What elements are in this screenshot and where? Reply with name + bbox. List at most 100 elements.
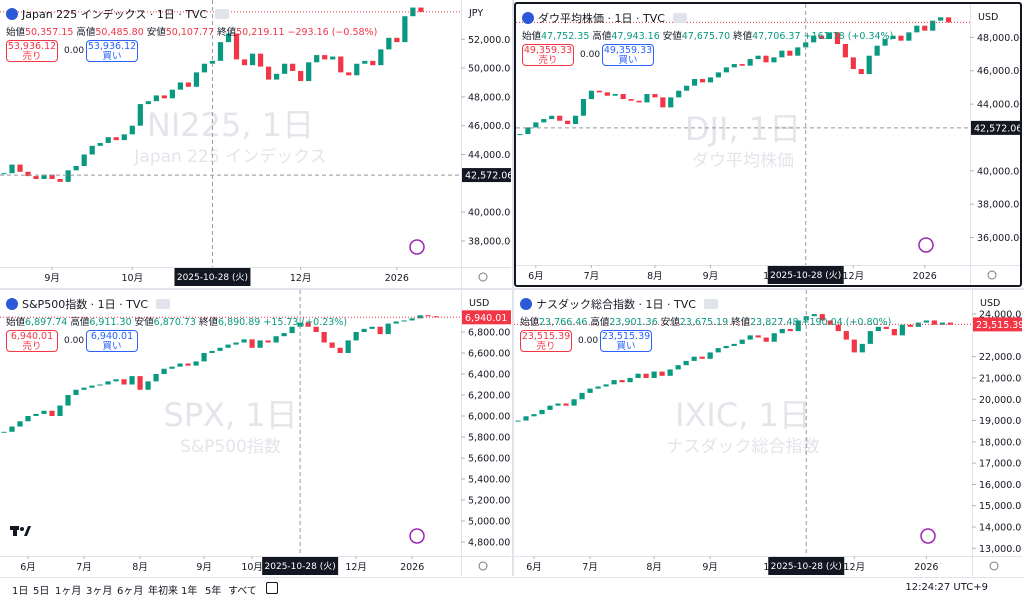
buy-button[interactable]: 23,515.39 買い [600, 330, 652, 352]
candle [65, 395, 71, 406]
y-tick-label: 6,600.00 [468, 349, 510, 360]
ohlc-value: 50,485.80 [95, 27, 144, 38]
candle [410, 7, 416, 17]
candle [787, 50, 793, 56]
currency[interactable]: USD [980, 298, 1001, 309]
ohlc-value: 23,827.48 [750, 317, 799, 328]
sell-button[interactable]: 49,359.33 売り [522, 44, 574, 66]
legend-menu[interactable] [156, 299, 171, 309]
x-tick-label: 2026 [385, 273, 409, 284]
buy-label: 買い [616, 341, 636, 352]
y-tick-label: 17,000.00 [979, 459, 1022, 470]
candle [1, 431, 7, 433]
candle [9, 426, 15, 432]
range-button[interactable]: 5日 [33, 586, 50, 597]
x-tick-label: 9月 [702, 562, 718, 573]
legend-menu[interactable] [215, 9, 230, 19]
candle [883, 326, 889, 329]
y-tick-label: 16,000.00 [979, 480, 1022, 491]
buy-button[interactable]: 49,359.33 買い [602, 44, 654, 66]
candle [588, 90, 594, 100]
ohlc-value: 47,752.35 [541, 31, 590, 42]
candle [939, 322, 945, 325]
candle [273, 73, 280, 80]
candle [169, 366, 175, 369]
y-tick-label: 6,400.00 [468, 370, 510, 381]
range-button[interactable]: すべて [228, 586, 257, 597]
legend-menu[interactable] [672, 13, 687, 23]
spread: 0.00 [578, 336, 599, 346]
candle [571, 399, 577, 406]
candle [525, 127, 531, 135]
range-button[interactable]: 1年 [181, 586, 198, 597]
sell-price: 53,936.12 [7, 41, 57, 52]
candle [579, 392, 585, 400]
candle [145, 381, 151, 390]
sell-button[interactable]: 53,936.12 売り [6, 40, 58, 62]
candle [898, 35, 904, 41]
candle [290, 63, 296, 71]
crosshair-price-box [971, 120, 1020, 135]
candle [619, 380, 625, 383]
y-tick-label: 6,000.00 [468, 412, 510, 423]
ohlc-key: 始値 [520, 317, 540, 328]
watermark-subtitle: ナスダック総合指数 [667, 437, 820, 457]
range-button[interactable]: 年初来 [148, 586, 178, 597]
sell-button[interactable]: 23,515.39 売り [520, 330, 572, 352]
sell-button[interactable]: 6,940.01 売り [6, 330, 58, 352]
symbol-title[interactable]: S&P500指数 · 1日 · TVC [22, 298, 149, 311]
candle [819, 314, 825, 321]
crosshair-date: 2025-10-28 (火) [177, 272, 248, 283]
range-button[interactable]: 1ヶ月 [55, 586, 82, 597]
range-button[interactable]: 1日 [12, 586, 29, 597]
x-tick-label: 12月 [290, 273, 312, 284]
candle [33, 413, 39, 417]
ohlc-line: 始値23,766.46 高値23,901.36 安値23,675.19 終値23,82… [520, 314, 894, 328]
candle [715, 72, 721, 78]
buy-button[interactable]: 6,940.01 買い [86, 330, 138, 352]
candle [874, 45, 880, 56]
goto-date-icon[interactable] [266, 582, 278, 594]
candle [931, 320, 937, 325]
ohlc-key: 始値 [6, 27, 26, 38]
candle [683, 360, 689, 366]
candle [947, 322, 953, 325]
range-button[interactable]: 5年 [205, 586, 222, 597]
chart-pane[interactable]: SPX, 1日 S&P500指数 4,800.00 5,000.00 5,200.00 5… [0, 290, 511, 576]
range-button[interactable]: 6ヶ月 [117, 586, 144, 597]
y-tick-label: 50,000.00 [468, 64, 511, 75]
candle [547, 405, 553, 410]
candle [185, 82, 192, 87]
symbol-title[interactable]: Japan 225 インデックス · 1日 · TVC [22, 8, 208, 21]
currency[interactable]: JPY [469, 8, 484, 19]
buy-price: 49,359.33 [603, 45, 653, 56]
currency[interactable]: USD [978, 12, 999, 23]
range-button[interactable]: 3ヶ月 [86, 586, 113, 597]
symbol-title[interactable]: ナスダック総合指数 · 1日 · TVC [536, 298, 696, 311]
settings-icon [987, 270, 997, 280]
candle [193, 72, 200, 87]
ohlc-value: 47,675.70 [681, 31, 731, 42]
x-tick-label: 12月 [844, 562, 866, 573]
buy-button[interactable]: 53,936.12 買い [86, 40, 138, 62]
candle [209, 350, 215, 354]
legend-menu[interactable] [703, 299, 718, 309]
y-tick-label: 36,000.00 [977, 233, 1020, 244]
alert-icon [918, 237, 934, 253]
crosshair-date-box [174, 268, 251, 286]
y-tick-label: 15,000.00 [979, 501, 1022, 512]
candle [676, 90, 682, 98]
candle [409, 318, 415, 321]
currency[interactable]: USD [469, 298, 490, 309]
watermark-subtitle: S&P500指数 [180, 437, 281, 457]
candle [715, 348, 721, 353]
candle [930, 20, 936, 31]
candle [121, 134, 127, 141]
candle [321, 332, 327, 343]
buy-label: 買い [102, 341, 122, 352]
candle [330, 56, 336, 60]
symbol-title[interactable]: ダウ平均株価 · 1日 · TVC [538, 12, 665, 25]
